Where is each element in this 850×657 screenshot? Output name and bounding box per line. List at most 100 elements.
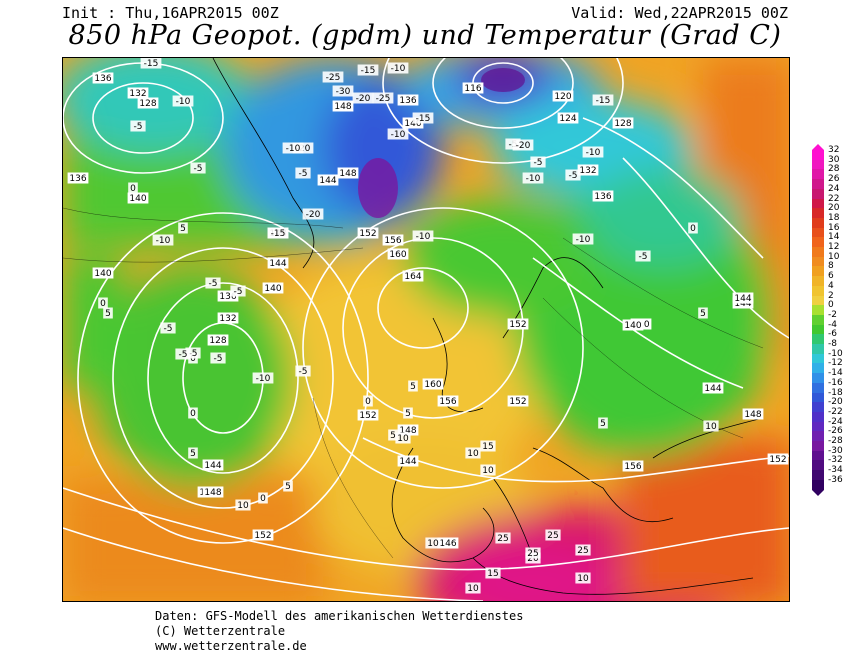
geopotential-label: 152 (509, 397, 526, 407)
temp-label-bg (295, 167, 311, 179)
legend-value: -30 (828, 445, 843, 456)
geo-label-bg (767, 453, 789, 465)
temp-label-bg (572, 233, 594, 245)
temp-label-bg (130, 120, 146, 132)
geo-label-bg (437, 395, 459, 407)
temperature-label: 5 (405, 409, 411, 419)
temp-label-bg (372, 92, 394, 104)
temperature-label: 10 (482, 466, 494, 476)
legend-value: 12 (828, 242, 840, 252)
legend-value: 8 (828, 261, 834, 272)
geo-label-bg (202, 459, 224, 471)
temperature-label: 10 (467, 584, 479, 594)
legend-swatch (812, 285, 824, 296)
legend-swatch (812, 402, 824, 413)
geo-label-bg (552, 90, 574, 102)
geopotential-label: 128 (139, 99, 156, 109)
temp-label-bg (425, 537, 441, 549)
geopotential-label: 128 (614, 119, 631, 129)
temp-label-bg (190, 162, 206, 174)
temp-label-bg (485, 567, 501, 579)
temperature-label: 0 (100, 299, 106, 309)
temp-label-bg (408, 380, 418, 392)
geo-label-bg (402, 270, 424, 282)
geopotential-label: 136 (69, 174, 86, 184)
temp-label-bg (465, 582, 481, 594)
geo-label-bg (127, 192, 149, 204)
temperature-label: -5 (639, 252, 648, 262)
temperature-label: 10 (467, 449, 479, 459)
temp-label-bg (565, 169, 581, 181)
temp-label-bg (522, 172, 544, 184)
legend-value: -20 (828, 397, 843, 408)
credit-line-2: (C) Wetterzentrale (155, 624, 286, 638)
geopotential-label: 136 (94, 74, 111, 84)
temperature-label: 20 (527, 554, 539, 564)
temperature-label: 5 (390, 431, 396, 441)
temperature-label: -5 (164, 324, 173, 334)
temperature-label: 0 (190, 409, 196, 419)
legend-swatch (812, 266, 824, 277)
temperature-label: -10 (576, 235, 591, 245)
legend-value: 30 (828, 154, 840, 165)
geo-label-bg (92, 267, 114, 279)
geopotential-label: 152 (359, 229, 376, 239)
legend-value: -18 (828, 387, 843, 398)
temp-label-bg (582, 146, 604, 158)
temperature-label: -10 (416, 232, 431, 242)
temperature-label: 5 (600, 419, 606, 429)
geopotential-label: 144 (269, 259, 286, 269)
temperature-label: 0 (690, 224, 696, 234)
temperature-label: 10 (237, 501, 249, 511)
legend-swatch (812, 237, 824, 248)
temperature-label: 15 (482, 442, 493, 452)
temperature-label: 5 (410, 382, 416, 392)
geopotential-label: 120 (554, 92, 571, 102)
geopotential-label: 140 (129, 194, 146, 204)
geo-label-bg (317, 174, 339, 186)
legend-swatch (812, 450, 824, 461)
geopotential-label: 146 (439, 539, 456, 549)
legend-swatch (812, 169, 824, 180)
temperature-label: 5 (190, 449, 196, 459)
temp-label-bg (395, 432, 411, 444)
temperature-label: 10 (577, 574, 589, 584)
temp-label-bg (412, 112, 434, 124)
geopotential-label: 136 (594, 192, 611, 202)
geopotential-label: 144 (399, 457, 416, 467)
geo-label-bg (357, 227, 379, 239)
legend-value: -8 (828, 339, 837, 349)
temperature-label: -25 (326, 73, 341, 83)
legend-value: 6 (828, 271, 834, 282)
geopotential-label: 160 (424, 380, 441, 390)
temperature-label: -10 (391, 64, 406, 74)
geopotential-label: 152 (769, 455, 786, 465)
temperature-label: -5 (194, 164, 203, 174)
temperature-label: -10 (256, 374, 271, 384)
temperature-label: -5 (134, 122, 143, 132)
geo-label-bg (612, 117, 634, 129)
isohypses (63, 58, 789, 601)
legend-value: 24 (828, 183, 840, 194)
temperature-label: -10 (526, 174, 541, 184)
temp-label-bg (295, 365, 311, 377)
geo-label-bg (262, 282, 284, 294)
temperature-label: -20 (306, 210, 321, 220)
temp-label-bg (205, 277, 221, 289)
temperature-label: -10 (286, 144, 301, 154)
legend-swatch (812, 479, 824, 490)
geo-label-bg (202, 486, 224, 498)
legend-swatch (812, 373, 824, 384)
temp-label-bg (267, 227, 289, 239)
geopotential-label: 140 (94, 269, 111, 279)
temp-label-bg (412, 230, 434, 242)
temp-label-bg (103, 307, 113, 319)
temp-label-bg (230, 285, 246, 297)
geopotential-label: 144 (734, 294, 751, 304)
temp-label-bg (387, 128, 409, 140)
temp-label-bg (98, 297, 108, 309)
geopotential-label: 140 (404, 119, 421, 129)
credit-line-3[interactable]: www.wetterzentrale.de (155, 639, 307, 653)
geo-label-bg (622, 319, 644, 331)
